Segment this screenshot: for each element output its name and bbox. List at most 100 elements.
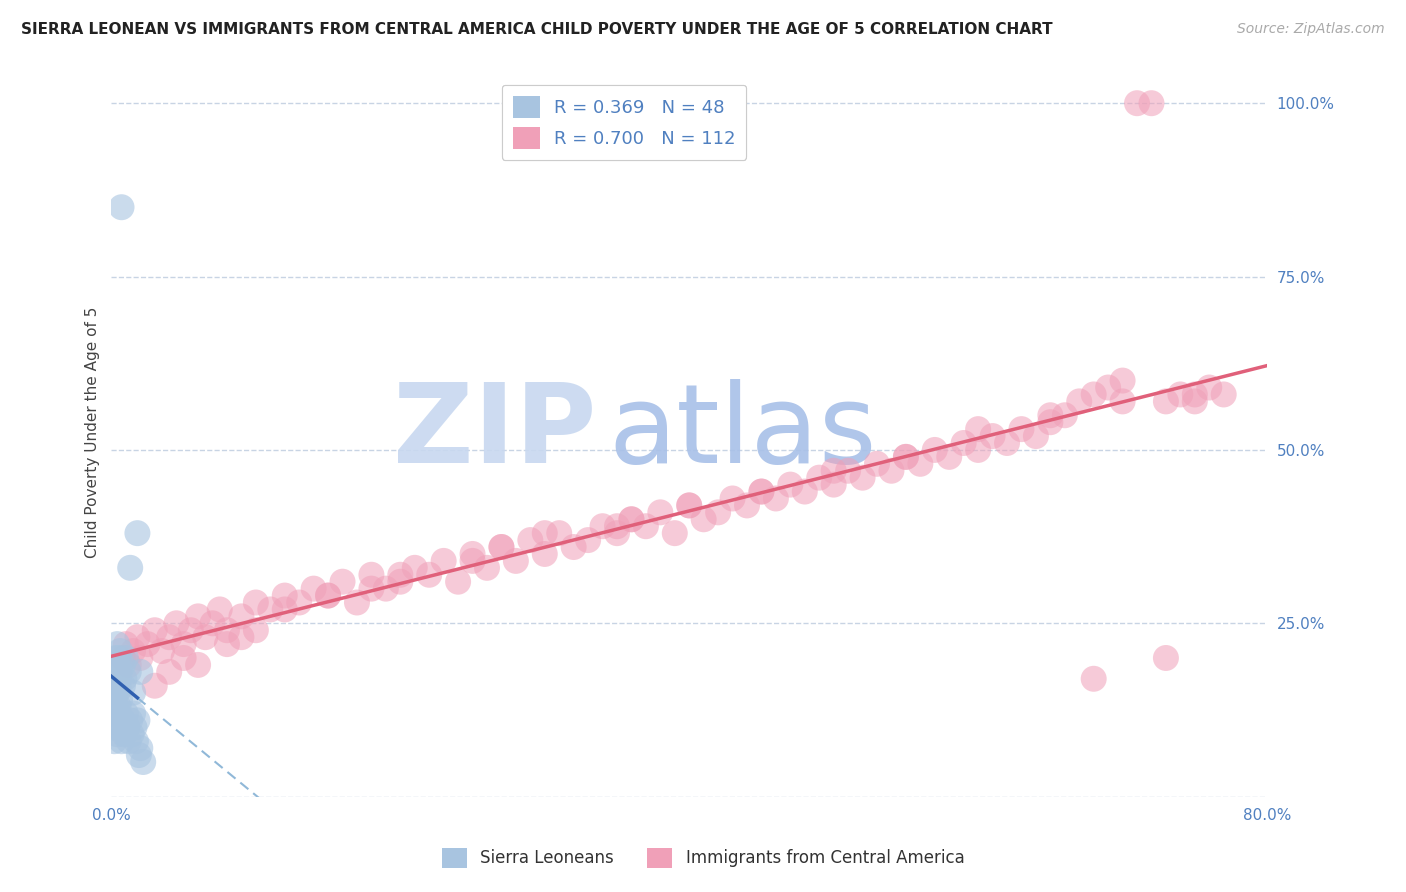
Point bbox=[995, 436, 1018, 450]
Point bbox=[823, 464, 845, 478]
Point bbox=[548, 526, 571, 541]
Point bbox=[132, 755, 155, 769]
Point bbox=[120, 561, 142, 575]
Point bbox=[157, 665, 180, 679]
Point bbox=[418, 567, 440, 582]
Point bbox=[1039, 415, 1062, 429]
Point bbox=[533, 526, 555, 541]
Point bbox=[346, 595, 368, 609]
Point bbox=[115, 651, 138, 665]
Point bbox=[765, 491, 787, 506]
Point bbox=[606, 519, 628, 533]
Point bbox=[107, 651, 129, 665]
Point bbox=[105, 637, 128, 651]
Point bbox=[194, 630, 217, 644]
Point bbox=[101, 679, 124, 693]
Point bbox=[245, 624, 267, 638]
Point bbox=[274, 589, 297, 603]
Point bbox=[1097, 380, 1119, 394]
Point bbox=[127, 714, 149, 728]
Point bbox=[823, 477, 845, 491]
Point bbox=[110, 200, 132, 214]
Point bbox=[107, 679, 129, 693]
Point bbox=[606, 526, 628, 541]
Point bbox=[620, 512, 643, 526]
Point bbox=[491, 540, 513, 554]
Point bbox=[650, 505, 672, 519]
Point bbox=[735, 499, 758, 513]
Point bbox=[938, 450, 960, 464]
Point bbox=[1053, 409, 1076, 423]
Point bbox=[101, 706, 124, 721]
Point bbox=[127, 630, 149, 644]
Point bbox=[108, 665, 131, 679]
Point bbox=[111, 714, 134, 728]
Point bbox=[108, 644, 131, 658]
Point bbox=[122, 686, 145, 700]
Point bbox=[180, 624, 202, 638]
Point bbox=[533, 547, 555, 561]
Point bbox=[105, 727, 128, 741]
Point bbox=[851, 471, 873, 485]
Point bbox=[231, 609, 253, 624]
Point bbox=[779, 477, 801, 491]
Point bbox=[208, 602, 231, 616]
Point bbox=[173, 637, 195, 651]
Point bbox=[894, 450, 917, 464]
Point bbox=[104, 699, 127, 714]
Point bbox=[751, 484, 773, 499]
Point bbox=[1011, 422, 1033, 436]
Point bbox=[231, 630, 253, 644]
Point bbox=[1111, 394, 1133, 409]
Point bbox=[187, 609, 209, 624]
Point bbox=[115, 706, 138, 721]
Point bbox=[274, 602, 297, 616]
Point bbox=[122, 644, 145, 658]
Point bbox=[634, 519, 657, 533]
Point bbox=[173, 651, 195, 665]
Point bbox=[751, 484, 773, 499]
Point bbox=[461, 547, 484, 561]
Point bbox=[967, 422, 990, 436]
Point bbox=[125, 734, 148, 748]
Point bbox=[215, 637, 238, 651]
Point bbox=[433, 554, 456, 568]
Point bbox=[1039, 409, 1062, 423]
Point bbox=[121, 727, 143, 741]
Point bbox=[389, 567, 412, 582]
Point bbox=[981, 429, 1004, 443]
Point bbox=[1083, 672, 1105, 686]
Point bbox=[1198, 380, 1220, 394]
Point bbox=[112, 727, 135, 741]
Point bbox=[215, 624, 238, 638]
Point bbox=[1083, 387, 1105, 401]
Point bbox=[389, 574, 412, 589]
Point bbox=[129, 741, 152, 756]
Point bbox=[332, 574, 354, 589]
Point bbox=[1069, 394, 1091, 409]
Point bbox=[165, 616, 187, 631]
Point bbox=[115, 637, 138, 651]
Point bbox=[288, 595, 311, 609]
Point bbox=[122, 706, 145, 721]
Point bbox=[1126, 96, 1149, 111]
Point bbox=[910, 457, 932, 471]
Point bbox=[187, 657, 209, 672]
Point bbox=[136, 637, 159, 651]
Point bbox=[103, 692, 125, 706]
Point bbox=[519, 533, 541, 547]
Point bbox=[302, 582, 325, 596]
Point bbox=[491, 540, 513, 554]
Point bbox=[157, 630, 180, 644]
Point bbox=[360, 582, 382, 596]
Point bbox=[562, 540, 585, 554]
Point bbox=[592, 519, 614, 533]
Point bbox=[108, 692, 131, 706]
Point bbox=[143, 679, 166, 693]
Point bbox=[866, 457, 889, 471]
Point bbox=[894, 450, 917, 464]
Point bbox=[1154, 651, 1177, 665]
Point bbox=[103, 734, 125, 748]
Y-axis label: Child Poverty Under the Age of 5: Child Poverty Under the Age of 5 bbox=[86, 307, 100, 558]
Point bbox=[104, 714, 127, 728]
